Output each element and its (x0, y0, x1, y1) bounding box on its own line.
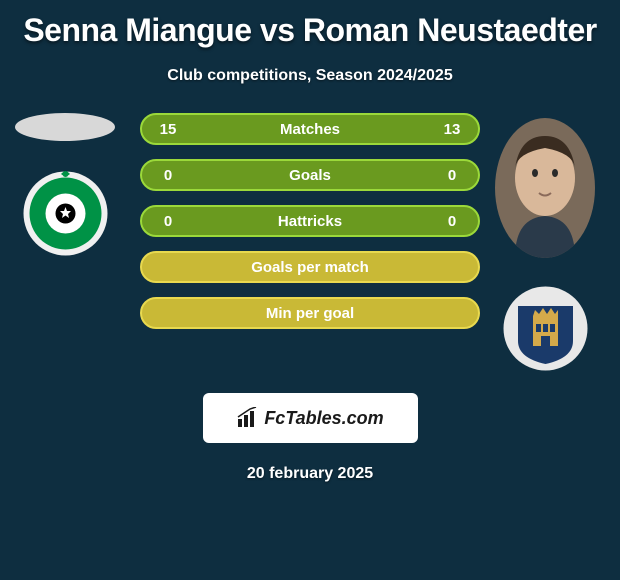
stat-label: Goals (178, 167, 442, 184)
stat-label: Min per goal (178, 305, 442, 322)
player-right-photo (495, 118, 595, 258)
player-left-column (10, 113, 120, 256)
stat-label: Matches (178, 121, 442, 138)
stat-row-goals: 0 Goals 0 (140, 159, 480, 191)
cercle-brugge-badge-icon (23, 171, 108, 256)
page-title: Senna Miangue vs Roman Neustaedter (0, 0, 620, 49)
player-portrait-icon (495, 118, 595, 258)
player-left-club-badge (23, 171, 108, 256)
stat-row-hattricks: 0 Hattricks 0 (140, 205, 480, 237)
watermark-text: FcTables.com (264, 408, 383, 429)
stat-right-value: 13 (442, 121, 462, 138)
player-left-photo-placeholder (15, 113, 115, 141)
comparison-card: Senna Miangue vs Roman Neustaedter Club … (0, 0, 620, 580)
stat-row-min-per-goal: Min per goal (140, 297, 480, 329)
watermark-box: FcTables.com (203, 393, 418, 443)
stat-row-goals-per-match: Goals per match (140, 251, 480, 283)
stat-left-value: 0 (158, 213, 178, 230)
stat-label: Hattricks (178, 213, 442, 230)
stat-right-value: 0 (442, 167, 462, 184)
stat-rows: 15 Matches 13 0 Goals 0 0 Hattricks 0 Go… (140, 113, 480, 329)
subtitle: Club competitions, Season 2024/2025 (0, 67, 620, 85)
stat-left-value: 0 (158, 167, 178, 184)
stat-right-value: 0 (442, 213, 462, 230)
stat-label: Goals per match (178, 259, 442, 276)
bar-chart-icon (236, 407, 258, 429)
player-right-club-badge (503, 286, 588, 371)
footer-date: 20 february 2025 (0, 465, 620, 483)
club-crest-icon (503, 286, 588, 371)
stat-row-matches: 15 Matches 13 (140, 113, 480, 145)
content-area: 15 Matches 13 0 Goals 0 0 Hattricks 0 Go… (0, 113, 620, 353)
stat-left-value: 15 (158, 121, 178, 138)
player-right-column (490, 113, 600, 371)
